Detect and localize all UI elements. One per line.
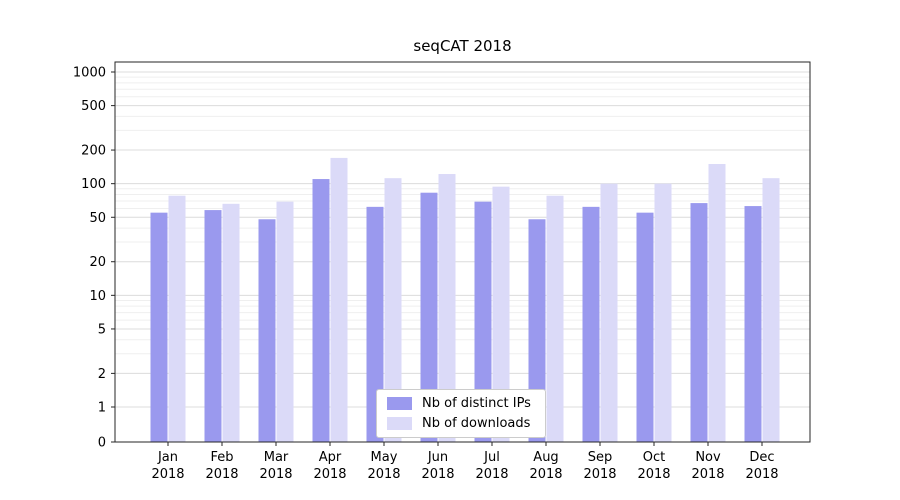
chart-title: seqCAT 2018 — [413, 37, 512, 55]
bar-distinct-ips-may — [366, 206, 384, 442]
bar-downloads-mar — [276, 201, 294, 442]
y-tick-label: 200 — [81, 144, 106, 159]
legend-item-downloads: Nb of downloads — [387, 417, 531, 430]
bar-distinct-ips-sep — [582, 206, 600, 442]
x-tick-label-year: 2018 — [313, 467, 346, 482]
x-tick-label-month: Jul — [483, 450, 500, 465]
bar-downloads-jun — [438, 174, 456, 443]
bar-distinct-ips-jun — [420, 192, 438, 442]
x-tick-label-month: Apr — [319, 450, 342, 465]
y-tick-label: 20 — [89, 255, 106, 270]
bar-distinct-ips-feb — [204, 210, 222, 442]
bar-downloads-sep — [600, 183, 618, 442]
x-tick-label-month: May — [371, 450, 398, 465]
y-tick-label: 5 — [98, 322, 106, 337]
bar-downloads-apr — [330, 157, 348, 442]
x-tick-label-year: 2018 — [367, 467, 400, 482]
x-tick-label-year: 2018 — [583, 467, 616, 482]
x-tick-label-month: Jun — [427, 450, 448, 465]
y-tick-label: 2 — [98, 367, 106, 382]
legend-swatch-distinct-ips — [387, 397, 412, 410]
bar-downloads-oct — [654, 183, 672, 442]
y-tick-label: 1 — [98, 401, 106, 416]
bar-distinct-ips-aug — [528, 219, 546, 442]
y-tick-label: 500 — [81, 99, 106, 114]
bar-distinct-ips-nov — [690, 203, 708, 442]
x-tick-label-month: Jan — [157, 450, 178, 465]
bar-distinct-ips-oct — [636, 212, 654, 442]
x-tick-label-year: 2018 — [691, 467, 724, 482]
x-tick-label-year: 2018 — [475, 467, 508, 482]
bar-downloads-feb — [222, 203, 240, 442]
bar-downloads-dec — [762, 178, 780, 442]
x-tick-label-year: 2018 — [745, 467, 778, 482]
bar-distinct-ips-jan — [150, 212, 168, 442]
x-tick-label-year: 2018 — [637, 467, 670, 482]
bar-downloads-nov — [708, 164, 726, 442]
x-tick-label-month: Feb — [210, 450, 233, 465]
y-tick-label: 50 — [89, 211, 106, 226]
bar-downloads-jul — [492, 186, 510, 442]
x-tick-label-year: 2018 — [259, 467, 292, 482]
bar-downloads-may — [384, 178, 402, 442]
x-tick-label-month: Sep — [588, 450, 613, 465]
legend: Nb of distinct IPs Nb of downloads — [376, 389, 546, 438]
bar-downloads-jan — [168, 195, 186, 442]
bar-distinct-ips-mar — [258, 219, 276, 442]
legend-swatch-downloads — [387, 417, 412, 430]
x-tick-label-year: 2018 — [151, 467, 184, 482]
x-tick-label-month: Aug — [533, 450, 558, 465]
legend-label-distinct-ips: Nb of distinct IPs — [422, 396, 531, 411]
y-tick-label: 100 — [81, 177, 106, 192]
x-tick-label-year: 2018 — [529, 467, 562, 482]
x-tick-label-month: Dec — [749, 450, 774, 465]
bar-distinct-ips-apr — [312, 179, 330, 442]
y-tick-label: 1000 — [73, 66, 106, 81]
bar-distinct-ips-dec — [744, 206, 762, 442]
y-tick-label: 0 — [98, 436, 106, 451]
bar-distinct-ips-jul — [474, 201, 492, 442]
x-tick-label-month: Mar — [264, 450, 289, 465]
y-tick-label: 10 — [89, 289, 106, 304]
legend-label-downloads: Nb of downloads — [422, 416, 531, 431]
x-tick-label-month: Nov — [695, 450, 721, 465]
x-tick-label-year: 2018 — [205, 467, 238, 482]
bar-downloads-aug — [546, 195, 564, 442]
plot-border — [114, 61, 811, 443]
legend-item-distinct-ips: Nb of distinct IPs — [387, 397, 531, 410]
x-tick-label-year: 2018 — [421, 467, 454, 482]
x-tick-label-month: Oct — [643, 450, 665, 465]
